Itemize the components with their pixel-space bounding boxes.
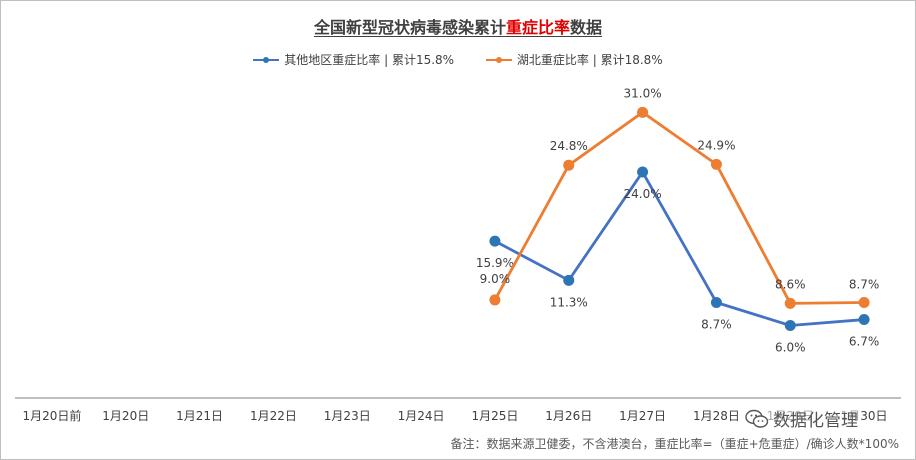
x-tick-label: 1月24日 [398, 409, 445, 423]
x-tick-label: 1月25日 [471, 409, 518, 423]
watermark: 数据化管理 [743, 406, 860, 431]
legend: 其他地区重症比率 | 累计15.8% 湖北重症比率 | 累计18.8% [1, 51, 915, 68]
series-line-other [494, 170, 865, 327]
legend-swatch-other [253, 55, 280, 65]
x-tick-label: 1月20日前 [22, 408, 81, 423]
watermark-text: 数据化管理 [773, 411, 858, 431]
data-point-hubei [858, 296, 870, 308]
x-tick-label: 1月21日 [176, 409, 223, 423]
data-label-hubei: 24.8% [550, 139, 588, 153]
legend-item-other: 其他地区重症比率 | 累计15.8% [253, 51, 454, 68]
data-label-other: 6.7% [849, 335, 880, 349]
data-label-hubei: 8.6% [775, 277, 806, 291]
data-point-hubei [563, 159, 575, 171]
x-tick-label: 1月22日 [250, 409, 297, 423]
data-point-other [563, 274, 575, 286]
data-point-other [637, 166, 649, 178]
data-label-other: 11.3% [550, 295, 588, 309]
title-prefix: 全国新型冠状病毒感染累计 [313, 18, 506, 37]
data-point-other [489, 235, 501, 247]
wechat-icon [745, 409, 769, 428]
footnote: 备注：数据来源卫健委，不含港澳台，重症比率=（重症+危重症）/确诊人数*100% [450, 437, 899, 451]
data-label-other: 24.0% [624, 187, 662, 201]
data-label-hubei: 9.0% [480, 272, 511, 286]
data-point-other [784, 320, 796, 332]
data-label-other: 15.9% [476, 256, 514, 270]
legend-label-hubei: 湖北重症比率 | 累计18.8% [516, 53, 663, 67]
data-point-other [710, 296, 722, 308]
legend-item-hubei: 湖北重症比率 | 累计18.8% [485, 51, 663, 68]
x-tick-label: 1月20日 [102, 409, 149, 423]
x-tick-label: 1月27日 [619, 409, 666, 423]
data-point-hubei [489, 294, 501, 306]
title-highlight: 重症比率 [505, 18, 570, 37]
series-line-hubei [493, 110, 865, 305]
data-point-hubei [637, 106, 649, 118]
data-label-hubei: 31.0% [624, 86, 662, 100]
x-tick-label: 1月26日 [545, 409, 592, 423]
title-suffix: 数据 [570, 18, 603, 37]
legend-swatch-hubei [485, 55, 512, 65]
data-label-other: 6.0% [775, 341, 806, 355]
x-tick-label: 1月28日 [693, 409, 740, 423]
data-point-hubei [784, 297, 796, 309]
data-point-other [858, 314, 870, 326]
legend-label-other: 其他地区重症比率 | 累计15.8% [284, 53, 455, 67]
data-label-other: 8.7% [701, 317, 732, 331]
chart-title: 全国新型冠状病毒感染累计重症比率数据 [1, 14, 915, 38]
data-label-hubei: 24.9% [697, 138, 735, 152]
x-tick-label: 1月23日 [324, 409, 371, 423]
data-label-hubei: 8.7% [849, 277, 880, 291]
data-point-hubei [710, 158, 722, 170]
